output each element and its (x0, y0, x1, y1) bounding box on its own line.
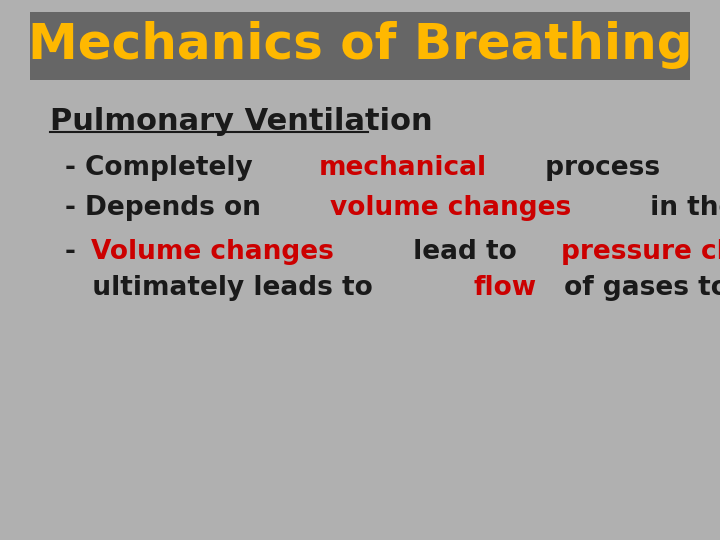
FancyBboxPatch shape (30, 12, 690, 80)
Text: in thoracic cavity: in thoracic cavity (641, 195, 720, 221)
Text: Mechanics of Breathing: Mechanics of Breathing (27, 21, 693, 69)
Text: lead to: lead to (404, 239, 526, 265)
Text: - Depends on: - Depends on (65, 195, 270, 221)
Text: ultimately leads to: ultimately leads to (65, 275, 382, 301)
Text: flow: flow (474, 275, 537, 301)
Text: pressure changes: pressure changes (562, 239, 720, 265)
Text: mechanical: mechanical (319, 155, 487, 181)
Text: process: process (536, 155, 660, 181)
Text: Volume changes: Volume changes (91, 239, 333, 265)
Text: -: - (65, 239, 85, 265)
Text: Pulmonary Ventilation: Pulmonary Ventilation (50, 107, 433, 137)
Text: volume changes: volume changes (330, 195, 571, 221)
Text: of gases to: of gases to (555, 275, 720, 301)
Text: - Completely: - Completely (65, 155, 262, 181)
